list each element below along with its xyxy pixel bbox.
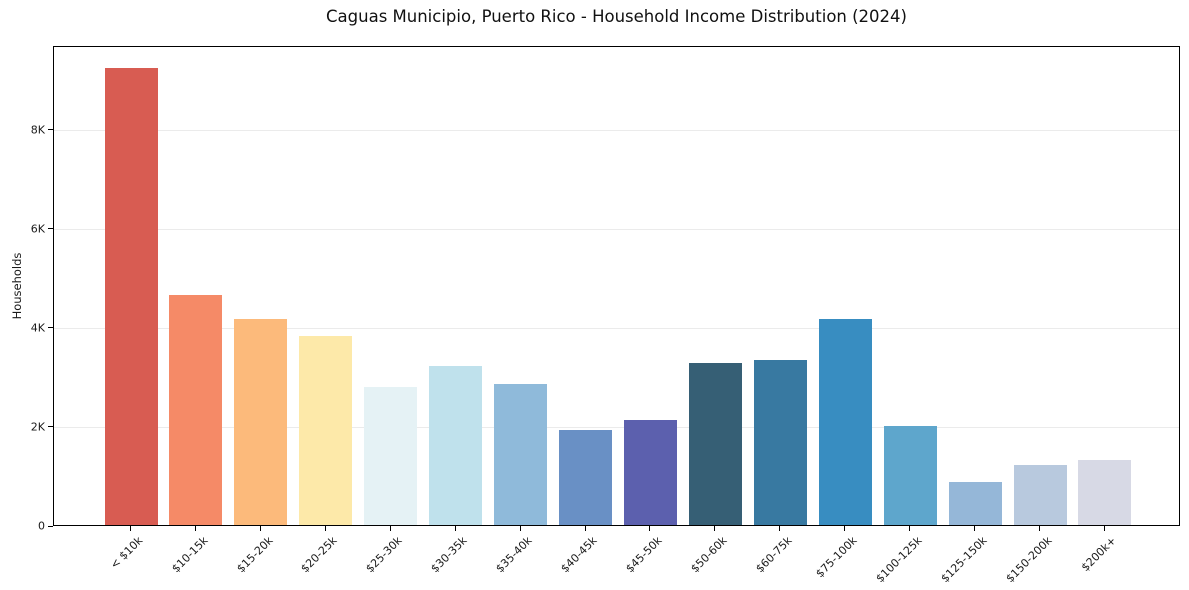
- x-tick-mark: [909, 526, 911, 531]
- x-tick-label: $200k+: [1079, 534, 1120, 575]
- bar--30-35k: [429, 365, 483, 525]
- x-tick-label: $75-100k: [813, 534, 860, 581]
- x-tick-label: $30-35k: [428, 534, 470, 576]
- y-tick-label: 6K: [30, 222, 45, 236]
- y-tick-label: 4K: [30, 321, 45, 335]
- y-tick-mark: [48, 129, 53, 131]
- bar--20-25k: [299, 335, 353, 525]
- x-tick-label: $100-125k: [873, 534, 925, 586]
- bar--200k+: [1078, 460, 1132, 525]
- bar--40-45k: [559, 429, 612, 525]
- gridline-6K: [54, 229, 1179, 231]
- bar--60-75k: [753, 360, 807, 525]
- x-tick-mark: [454, 526, 456, 531]
- x-tick-label: $60-75k: [753, 534, 795, 576]
- x-tick-mark: [779, 526, 781, 531]
- bar--150-200k: [1013, 465, 1067, 525]
- bar--10k: [104, 67, 158, 525]
- y-axis-label: Households: [10, 252, 24, 320]
- x-tick-mark: [584, 526, 586, 531]
- y-tick-label: 0: [38, 519, 45, 533]
- x-tick-mark: [389, 526, 391, 531]
- x-tick-label: < $10k: [107, 534, 146, 572]
- gridline-2K: [54, 427, 1179, 429]
- bar--125-150k: [948, 482, 1002, 525]
- bar--35-40k: [494, 384, 548, 525]
- x-tick-mark: [1103, 526, 1105, 531]
- bar--50-60k: [688, 363, 742, 525]
- y-tick-label: 8K: [30, 123, 45, 137]
- bar--15-20k: [234, 318, 288, 525]
- gridline-4K: [54, 328, 1179, 330]
- x-tick-mark: [714, 526, 716, 531]
- x-tick-label: $50-60k: [688, 534, 730, 576]
- x-tick-mark: [974, 526, 976, 531]
- x-tick-label: $125-150k: [938, 534, 990, 586]
- x-tick-mark: [519, 526, 521, 531]
- bar--25-30k: [364, 387, 418, 525]
- x-tick-mark: [194, 526, 196, 531]
- x-tick-mark: [1039, 526, 1041, 531]
- y-tick-label: 2K: [30, 420, 45, 434]
- x-tick-label: $45-50k: [623, 534, 665, 576]
- x-tick-mark: [130, 526, 131, 531]
- x-tick-label: $25-30k: [363, 534, 405, 576]
- y-tick-mark: [48, 525, 53, 527]
- x-tick-mark: [324, 526, 326, 531]
- y-tick-mark: [48, 426, 53, 428]
- x-tick-label: $40-45k: [558, 534, 600, 576]
- chart-title: Caguas Municipio, Puerto Rico - Househol…: [326, 7, 907, 26]
- gridline-8K: [54, 130, 1179, 132]
- bar--75-100k: [818, 318, 872, 525]
- x-tick-mark: [259, 526, 261, 531]
- bar--10-15k: [169, 294, 223, 525]
- x-tick-mark: [844, 526, 846, 531]
- plot-area: [53, 46, 1180, 526]
- bar--100-125k: [883, 426, 937, 525]
- x-tick-label: $20-25k: [298, 534, 340, 576]
- y-tick-mark: [48, 228, 53, 230]
- x-tick-mark: [649, 526, 651, 531]
- x-tick-label: $15-20k: [233, 534, 276, 576]
- x-tick-label: $150-200k: [1003, 534, 1055, 586]
- x-tick-label: $35-40k: [493, 534, 535, 576]
- bar--45-50k: [623, 420, 677, 525]
- x-tick-label: $10-15k: [168, 534, 211, 576]
- y-tick-mark: [48, 327, 53, 329]
